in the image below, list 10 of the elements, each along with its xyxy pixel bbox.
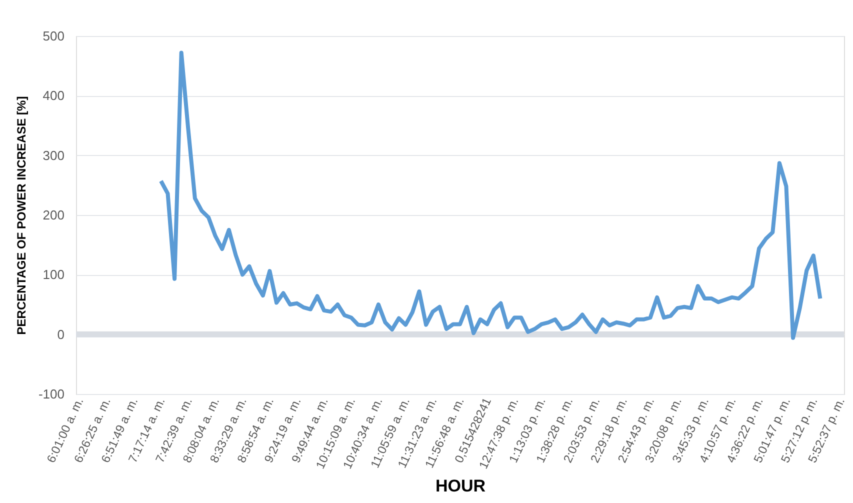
line-series (158, 50, 822, 340)
y-tick-label: -100 (38, 386, 64, 402)
y-tick-label: 0 (57, 326, 64, 342)
y-tick-label: 500 (42, 28, 64, 44)
x-axis-title: HOUR (435, 476, 486, 496)
y-tick-label: 100 (42, 267, 64, 282)
y-tick-label: 300 (42, 148, 64, 163)
y-axis-title: PERCENTAGE OF POWER INCREASE [%] (14, 96, 28, 335)
y-tick-label: 400 (42, 88, 64, 104)
y-tick-label: 200 (42, 208, 64, 222)
